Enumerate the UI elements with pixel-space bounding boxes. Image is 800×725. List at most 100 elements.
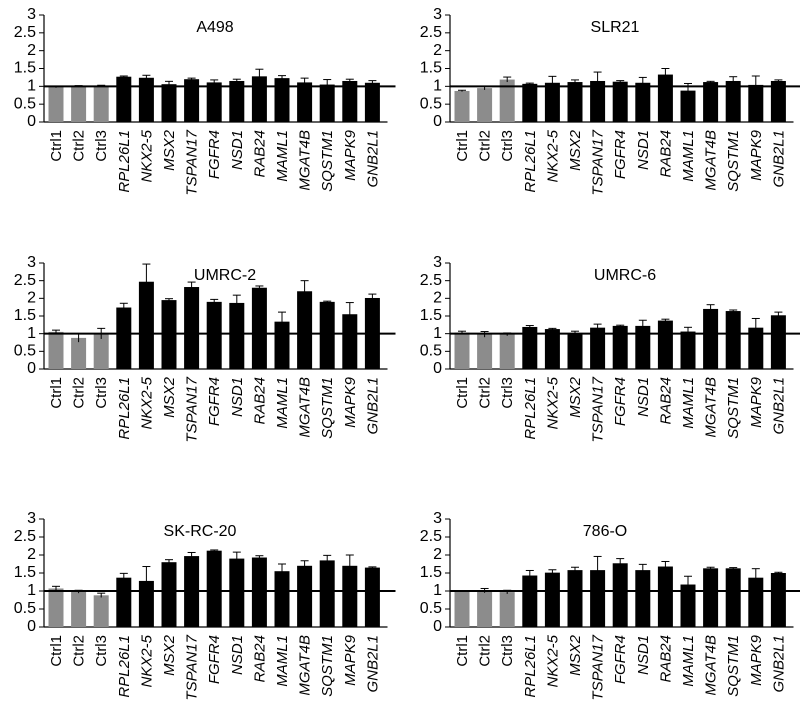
bar-rab24 (657, 74, 673, 122)
x-tick-label: Ctrl1 (454, 377, 471, 409)
bar-nsd1 (635, 82, 651, 122)
y-tick-label: 2.5 (420, 272, 442, 289)
bar-nkx2-5 (138, 281, 154, 369)
x-tick-label: TSPAN17 (590, 634, 607, 700)
x-tick-label: RPL26L1 (522, 635, 539, 698)
bar-ctrl2 (71, 591, 87, 627)
bar-sqstm1 (319, 301, 335, 369)
bar-mgat4b (703, 308, 719, 369)
x-tick-label: RPL26L1 (116, 377, 133, 440)
y-tick-label: 0 (27, 618, 36, 635)
y-tick-label: 1 (27, 78, 36, 95)
y-tick-label: 2.5 (14, 272, 36, 289)
x-tick-label: NKX2-5 (544, 634, 561, 687)
bar-tspan17 (590, 80, 606, 122)
bar-nkx2-5 (544, 329, 560, 369)
y-tick-label: 1.5 (14, 307, 36, 324)
bar-nsd1 (229, 302, 245, 369)
x-tick-label: MAPK9 (748, 634, 765, 686)
x-tick-label: GNB2L1 (770, 377, 787, 435)
bar-mgat4b (703, 82, 719, 122)
bar-ctrl1 (48, 331, 64, 369)
bar-gnb2l1 (770, 80, 786, 122)
x-tick-label: SQSTM1 (725, 377, 742, 439)
bar-rpl26l1 (116, 76, 132, 122)
bar-msx2 (567, 570, 583, 627)
x-tick-label: NSD1 (229, 635, 246, 675)
bar-ctrl1 (454, 332, 470, 369)
bar-tspan17 (184, 79, 200, 122)
chart-title: A498 (196, 19, 233, 36)
y-tick-label: 3 (433, 254, 442, 271)
x-tick-label: NSD1 (635, 130, 652, 170)
x-tick-label: RAB24 (657, 635, 674, 683)
y-tick-label: 0.5 (14, 600, 36, 617)
x-tick-label: Ctrl1 (48, 130, 65, 162)
x-tick-label: NSD1 (635, 635, 652, 675)
panel-slr21: SLR21 00.511.522.53 Ctrl1 Ctrl2 Ctrl3 RPL26L1… (420, 6, 800, 196)
y-tick-label: 1.5 (14, 60, 36, 77)
x-tick-label: Ctrl2 (477, 130, 494, 162)
y-tick-label: 0.5 (420, 343, 442, 360)
x-tick-label: RAB24 (657, 377, 674, 425)
y-tick-label: 1 (433, 325, 442, 342)
x-tick-label: TSPAN17 (590, 376, 607, 442)
x-tick-label: NSD1 (229, 130, 246, 170)
y-tick-label: 2.5 (420, 528, 442, 545)
x-tick-label: RPL26L1 (116, 130, 133, 193)
bar-mapk9 (748, 327, 764, 369)
bar-ctrl2 (477, 590, 493, 627)
bar-fgfr4 (612, 325, 628, 369)
bar-msx2 (567, 332, 583, 369)
y-tick-label: 2 (27, 290, 36, 307)
x-tick-label: GNB2L1 (770, 635, 787, 693)
y-tick-label: 2.5 (14, 24, 36, 41)
x-tick-label: GNB2L1 (364, 130, 381, 188)
x-tick-label: NKX2-5 (138, 376, 155, 429)
y-tick-label: 0.5 (420, 95, 442, 112)
x-tick-label: MGAT4B (297, 635, 314, 696)
x-tick-label: MAPK9 (342, 129, 359, 181)
y-tick-label: 0 (433, 113, 442, 130)
y-tick-label: 3 (433, 6, 442, 23)
bar-gnb2l1 (364, 567, 380, 627)
y-tick-label: 0 (433, 360, 442, 377)
x-tick-label: Ctrl2 (477, 635, 494, 667)
x-tick-label: MAML1 (274, 635, 291, 687)
bar-rpl26l1 (522, 83, 538, 122)
x-tick-label: RAB24 (251, 130, 268, 178)
y-tick-label: 1.5 (420, 60, 442, 77)
x-tick-label: RPL26L1 (522, 130, 539, 193)
bar-ctrl1 (454, 90, 470, 122)
bar-rpl26l1 (116, 577, 132, 627)
panel-786-o: 786-O 00.511.522.53 Ctrl1 Ctrl2 Ctrl3 RPL26L1… (420, 510, 800, 701)
x-tick-label: MAML1 (680, 377, 697, 429)
x-tick-label: SQSTM1 (319, 635, 336, 697)
x-tick-label: Ctrl1 (48, 635, 65, 667)
bar-ctrl1 (48, 588, 64, 627)
x-tick-label: MAML1 (274, 377, 291, 429)
bar-tspan17 (184, 287, 200, 369)
x-tick-label: RAB24 (251, 377, 268, 425)
bar-ctrl1 (454, 591, 470, 627)
x-tick-label: MAPK9 (748, 376, 765, 428)
bar-sqstm1 (319, 560, 335, 627)
bar-ctrl3 (93, 595, 109, 627)
x-tick-label: NSD1 (229, 377, 246, 417)
bar-mgat4b (297, 82, 313, 122)
x-tick-label: Ctrl3 (499, 635, 516, 667)
bar-fgfr4 (612, 563, 628, 627)
bar-rpl26l1 (522, 575, 538, 627)
x-tick-label: RPL26L1 (522, 377, 539, 440)
x-tick-label: MGAT4B (703, 377, 720, 438)
bar-mgat4b (703, 568, 719, 627)
bar-ctrl3 (499, 592, 515, 627)
y-tick-label: 3 (27, 254, 36, 271)
bar-maml1 (680, 90, 696, 122)
x-tick-label: FGFR4 (206, 130, 223, 179)
bar-ctrl3 (93, 333, 109, 369)
x-tick-label: FGFR4 (612, 130, 629, 179)
x-tick-label: TSPAN17 (184, 129, 201, 195)
bar-ctrl2 (71, 86, 87, 122)
